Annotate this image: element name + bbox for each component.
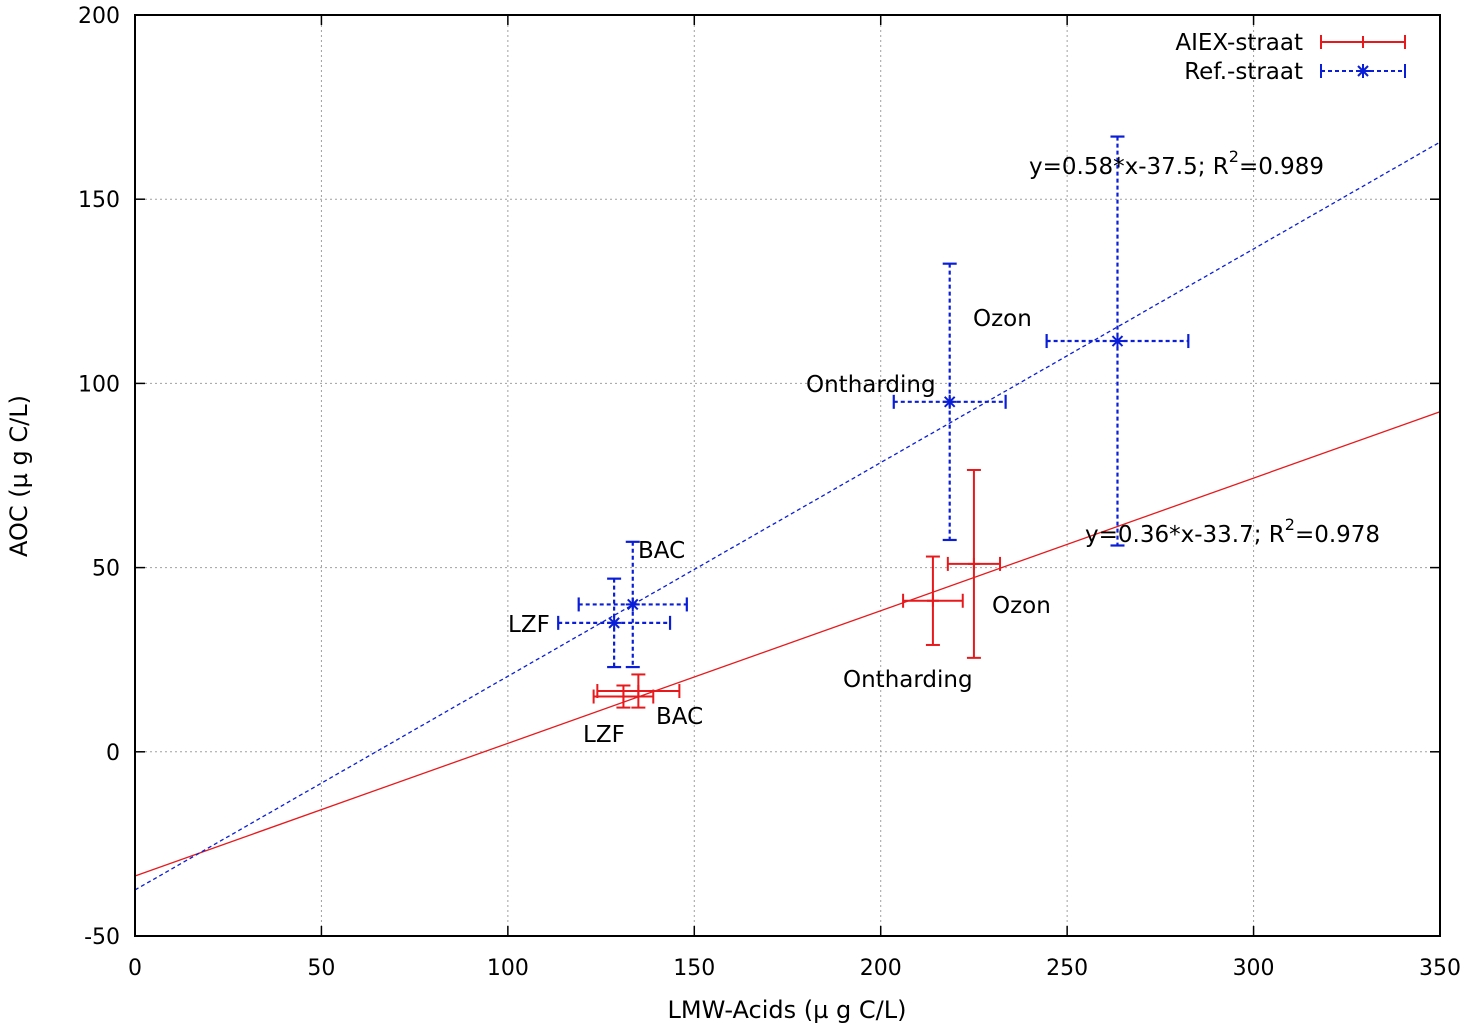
x-tick-label: 200 — [860, 956, 902, 981]
data-point-ref-bac — [577, 540, 688, 669]
plot-frame — [134, 14, 1441, 937]
legend-marker — [1356, 64, 1370, 78]
point-marker — [625, 597, 640, 612]
y-tick-label: -50 — [84, 925, 120, 950]
fit-line-ref — [134, 141, 1441, 891]
point-label-aiex-ontharding: Ontharding — [843, 667, 973, 693]
error-bars — [557, 135, 1190, 709]
x-tick-label: 50 — [307, 956, 335, 981]
fit-lines — [134, 141, 1441, 891]
data-point-aiex-bac — [596, 673, 681, 709]
point-marker — [942, 394, 957, 409]
legend-symbol-aiex — [1320, 35, 1406, 49]
data-point-aiex-ozon — [946, 468, 1002, 659]
point-label-ref-lzf: LZF — [508, 612, 550, 638]
point-label-ref-ontharding: Ontharding — [806, 372, 936, 398]
y-tick-label: 0 — [106, 741, 120, 766]
y-axis-title: AOC (µ g C/L) — [5, 395, 33, 557]
point-marker — [926, 594, 939, 607]
data-point-aiex-ontharding — [902, 555, 964, 646]
fit-equation-aiex: y=0.36*x-33.7; R2=0.978 — [1085, 515, 1380, 548]
point-marker — [607, 615, 622, 630]
data-point-ref-lzf — [557, 577, 672, 669]
point-label-aiex-lzf: LZF — [583, 722, 625, 748]
plot-border — [134, 14, 1441, 937]
point-marker — [1110, 334, 1125, 349]
legend-label-aiex: AIEX-straat — [1175, 30, 1303, 56]
legend-marker — [1357, 36, 1369, 48]
y-tick-label: 200 — [78, 4, 120, 29]
legend-label-ref: Ref.-straat — [1184, 59, 1303, 85]
x-axis-title: LMW-Acids (µ g C/L) — [668, 996, 907, 1024]
gridlines — [135, 15, 1440, 936]
axis-ticks: 0 50 100 150 200 250 300 350 -50 0 50 100 150 200 — [78, 4, 1461, 981]
x-tick-label: 300 — [1233, 956, 1275, 981]
x-tick-label: 250 — [1046, 956, 1088, 981]
y-tick-label: 150 — [78, 188, 120, 213]
fit-equation-ref: y=0.58*x-37.5; R2=0.989 — [1029, 147, 1324, 180]
legend: AIEX-straat Ref.-straat — [1175, 30, 1406, 85]
x-tick-label: 0 — [128, 956, 142, 981]
point-label-ref-bac: BAC — [638, 538, 685, 564]
y-tick-label: 50 — [92, 557, 120, 582]
point-label-aiex-ozon: Ozon — [992, 593, 1051, 619]
fit-line-aiex — [134, 411, 1441, 877]
data-point-ref-ozon — [1045, 135, 1190, 547]
point-marker — [632, 685, 645, 698]
legend-symbol-ref — [1320, 64, 1406, 78]
y-tick-label: 100 — [78, 372, 120, 397]
point-label-aiex-bac: BAC — [656, 704, 703, 730]
x-tick-label: 150 — [673, 956, 715, 981]
x-tick-label: 350 — [1419, 956, 1461, 981]
point-label-ref-ozon: Ozon — [973, 306, 1032, 332]
x-tick-label: 100 — [487, 956, 529, 981]
point-marker — [617, 690, 630, 703]
point-marker — [967, 557, 980, 570]
data-point-ref-ontharding — [892, 262, 1007, 542]
data-point-aiex-lzf — [592, 684, 655, 709]
